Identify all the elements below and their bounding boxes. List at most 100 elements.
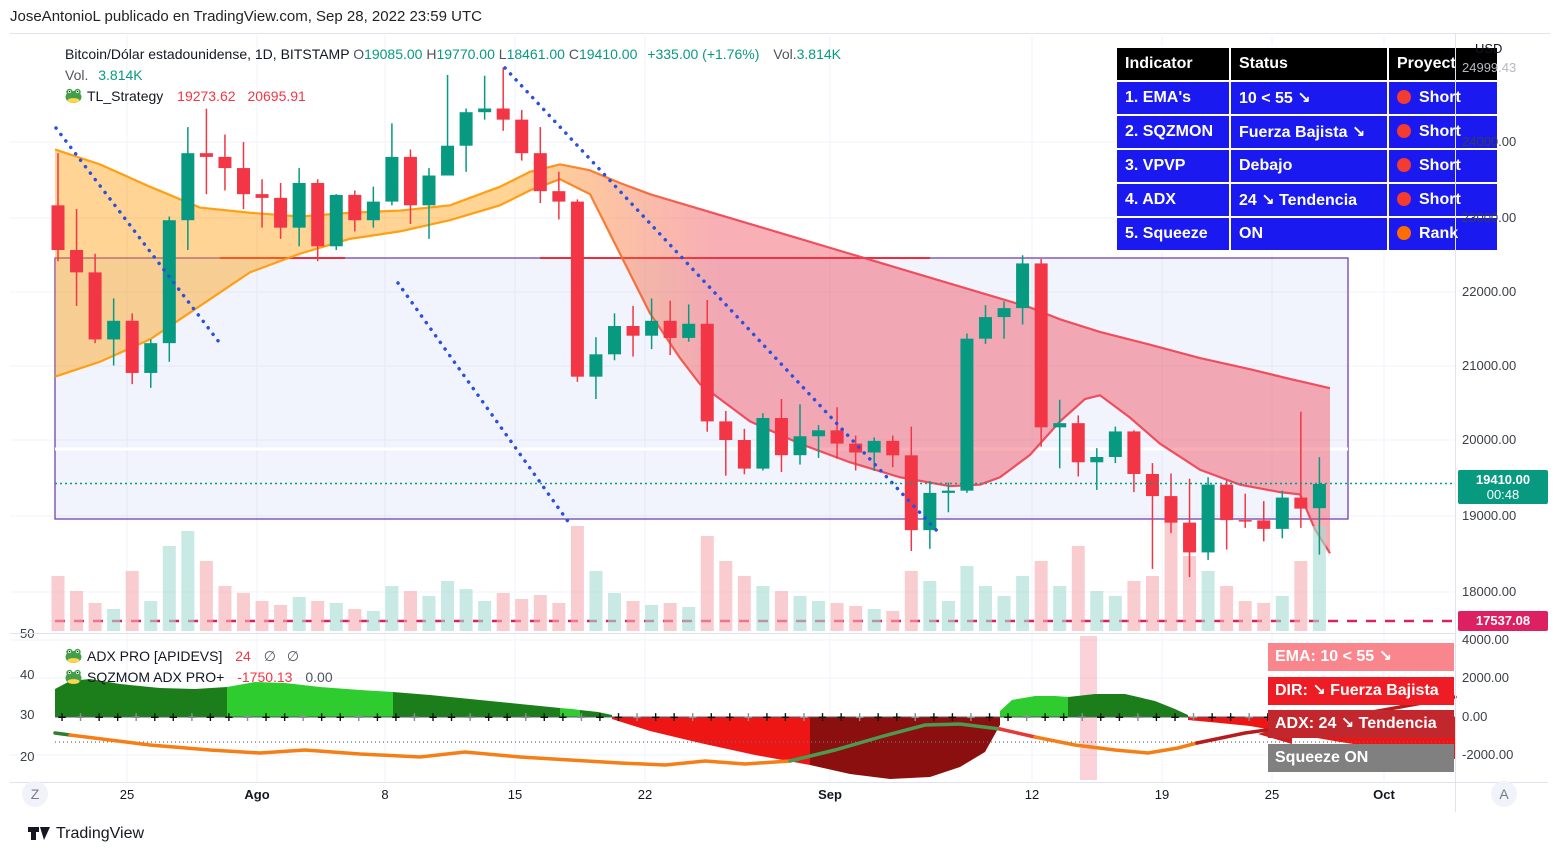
- timezone-button[interactable]: Z: [22, 781, 48, 807]
- publish-byline: JoseAntonioL publicado en TradingView.co…: [10, 8, 482, 25]
- svg-text:+: +: [1096, 710, 1106, 724]
- momentum-area: [1000, 696, 1068, 717]
- vol-row-label: Vol.: [65, 67, 89, 83]
- table-cell: Short: [1387, 148, 1499, 184]
- frog-icon: [65, 88, 82, 103]
- indicator-row: 4. ADX 24 ↘ Tendencia Short: [1115, 182, 1499, 218]
- table-cell: 24 ↘ Tendencia: [1229, 182, 1389, 218]
- adx-null-2: ∅: [286, 648, 300, 664]
- strategy-legend[interactable]: TL_Strategy 19273.62 20695.91: [65, 88, 306, 104]
- svg-text:+: +: [168, 710, 178, 724]
- symbol-legend[interactable]: Bitcoin/Dólar estadounidense, 1D, BITSTA…: [65, 46, 841, 62]
- svg-text:+: +: [521, 710, 531, 724]
- svg-text:+: +: [984, 710, 994, 724]
- time-tick[interactable]: 12: [1024, 787, 1040, 802]
- strategy-value-2: 20695.91: [247, 88, 306, 104]
- auto-scale-button[interactable]: A: [1491, 781, 1517, 807]
- trendline: [54, 126, 224, 348]
- currency-label: USD: [1475, 41, 1503, 56]
- signal-label: EMA: 10 < 55 ↘: [1268, 643, 1454, 671]
- indicator-row: 1. EMA's 10 < 55 ↘ Short: [1115, 80, 1499, 116]
- countdown: 00:48: [1486, 487, 1520, 502]
- time-tick[interactable]: 22: [637, 787, 653, 802]
- indicator-row: 2. SQZMON Fuerza Bajista ↘ Short: [1115, 114, 1499, 150]
- axis-tick: 23000.00: [1462, 210, 1517, 225]
- svg-text:+: +: [1244, 710, 1254, 724]
- svg-text:+: +: [391, 710, 401, 724]
- indicator-row: 5. Squeeze ON Rank: [1115, 216, 1499, 252]
- pane-divider[interactable]: [10, 633, 1455, 634]
- table-cell: Short: [1387, 114, 1499, 150]
- momentum-area: [393, 692, 560, 717]
- table-cell: 5. Squeeze: [1115, 216, 1231, 252]
- vol-row-value: 3.814K: [98, 67, 143, 83]
- momentum-area: [227, 682, 393, 717]
- time-tick[interactable]: Oct: [1373, 787, 1395, 802]
- time-tick[interactable]: 25: [1264, 787, 1280, 802]
- table-cell: 3. VPVP: [1115, 148, 1231, 184]
- svg-text:+: +: [1189, 710, 1199, 724]
- svg-text:+: +: [651, 710, 661, 724]
- svg-text:+: +: [799, 710, 809, 724]
- svg-text:+: +: [1022, 710, 1032, 724]
- table-header-indicator: Indicator: [1115, 46, 1231, 82]
- svg-text:+: +: [836, 710, 846, 724]
- adx-line: [998, 727, 1037, 739]
- time-tick[interactable]: Ago: [244, 787, 270, 802]
- svg-text:+: +: [354, 710, 364, 724]
- adx-line: [1033, 735, 1199, 755]
- table-cell: Fuerza Bajista ↘: [1229, 114, 1389, 150]
- time-tick[interactable]: 25: [119, 787, 135, 802]
- svg-text:+: +: [409, 710, 419, 724]
- svg-text:+: +: [892, 710, 902, 724]
- axis-divider: [1455, 33, 1456, 812]
- ema-ribbon: [55, 149, 1330, 554]
- indicator-row: 3. VPVP Debajo Short: [1115, 148, 1499, 184]
- time-tick[interactable]: 15: [507, 787, 523, 802]
- trendline: [396, 281, 574, 529]
- svg-text:+: +: [1133, 710, 1143, 724]
- svg-text:+: +: [372, 710, 382, 724]
- time-tick[interactable]: 19: [1154, 787, 1170, 802]
- svg-text:+: +: [855, 710, 865, 724]
- svg-text:+: +: [298, 710, 308, 724]
- status-dot-icon: [1397, 226, 1411, 240]
- volume-legend[interactable]: Vol. 3.814K: [65, 67, 143, 83]
- axis-tick: 19000.00: [1462, 508, 1517, 523]
- vol-label: Vol.: [773, 46, 797, 62]
- svg-text:+: +: [261, 710, 271, 724]
- sqzmom-name: SQZMOM ADX PRO+: [87, 669, 225, 685]
- svg-text:+: +: [725, 710, 735, 724]
- time-tick[interactable]: 8: [381, 787, 389, 802]
- table-header-proyect: Proyect: [1387, 46, 1499, 82]
- table-cell: 2. SQZMON: [1115, 114, 1231, 150]
- candles: [51, 67, 1326, 578]
- tradingview-logo[interactable]: TradingView: [28, 824, 144, 843]
- signal-label: Squeeze ON: [1268, 743, 1454, 772]
- change-value: +335.00 (+1.76%): [647, 46, 760, 62]
- svg-text:+: +: [484, 710, 494, 724]
- sqzmom-legend[interactable]: SQZMOM ADX PRO+ -1750.13 0.00: [65, 669, 333, 685]
- adx-value: 24: [235, 648, 251, 664]
- header-divider: [10, 33, 1550, 34]
- table-cell: Rank: [1387, 216, 1499, 252]
- svg-text:+: +: [317, 710, 327, 724]
- svg-text:+: +: [150, 710, 160, 724]
- status-dot-icon: [1397, 90, 1411, 104]
- signal-label: DIR: ↘ Fuerza Bajista: [1268, 676, 1454, 705]
- svg-text:+: +: [224, 710, 234, 724]
- svg-text:+: +: [187, 710, 197, 724]
- svg-text:+: +: [539, 710, 549, 724]
- adx-pro-name: ADX PRO [APIDEVS]: [87, 648, 223, 664]
- axis-tick: 0.00: [1462, 709, 1488, 724]
- table-cell: Short: [1387, 80, 1499, 116]
- signal-label: ADX: 24 ↘ Tendencia: [1268, 710, 1454, 738]
- ohlc-values: O19085.00 H19770.00 L18461.00 C19410.00: [353, 46, 638, 62]
- time-tick[interactable]: Sep: [818, 787, 842, 802]
- table-cell: ON: [1229, 216, 1389, 252]
- adx-pro-legend[interactable]: ADX PRO [APIDEVS] 24 ∅ ∅: [65, 648, 299, 665]
- svg-text:+: +: [706, 710, 716, 724]
- table-cell: 1. EMA's: [1115, 80, 1231, 116]
